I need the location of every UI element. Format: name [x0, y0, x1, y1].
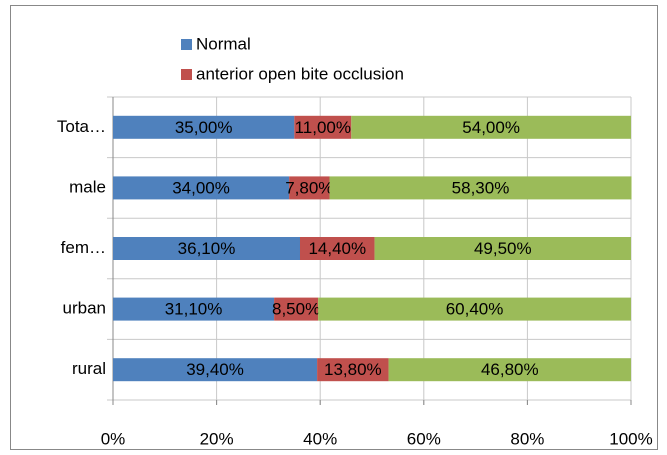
data-label: 36,10% — [178, 239, 236, 258]
data-label: 8,50% — [272, 300, 320, 319]
legend-label: anterior open bite occlusion — [196, 64, 404, 83]
legend-swatch — [181, 39, 192, 50]
data-label: 31,10% — [165, 300, 223, 319]
x-tick-label: 80% — [510, 429, 544, 448]
data-label: 11,00% — [295, 118, 351, 137]
bar-segment — [113, 358, 318, 382]
bar-segment — [317, 358, 389, 382]
y-tick-label: Tota… — [57, 117, 106, 136]
data-label: 34,00% — [172, 178, 230, 197]
data-label: 54,00% — [462, 118, 520, 137]
legend-swatch — [181, 69, 192, 80]
data-label: 13,80% — [324, 360, 382, 379]
data-label: 39,40% — [186, 360, 244, 379]
legend-label: Normal — [196, 34, 251, 53]
y-tick-label: urban — [63, 299, 106, 318]
bar-segment — [374, 237, 631, 260]
bar-segment — [351, 115, 631, 139]
data-label: 49,50% — [474, 239, 532, 258]
bar-segment — [113, 115, 295, 139]
bar-segment — [113, 176, 290, 200]
data-label: 58,30% — [452, 178, 510, 197]
x-tick-label: 100% — [609, 429, 652, 448]
bar-segment — [113, 297, 275, 321]
data-label: 35,00% — [175, 118, 233, 137]
bar-segment — [274, 297, 319, 321]
x-tick-label: 20% — [200, 429, 234, 448]
data-label: 60,40% — [446, 300, 504, 319]
bar-segment — [289, 176, 330, 200]
bar-segment — [113, 237, 300, 260]
y-tick-label: fem… — [61, 238, 106, 257]
data-label: 7,80% — [285, 178, 333, 197]
x-tick-label: 0% — [101, 429, 126, 448]
x-tick-label: 40% — [303, 429, 337, 448]
bar-segment — [388, 358, 631, 382]
data-label: 46,80% — [481, 360, 539, 379]
bar-segment — [329, 176, 632, 200]
bar-segment — [294, 115, 352, 139]
x-tick-label: 60% — [407, 429, 441, 448]
data-label: 14,40% — [308, 239, 366, 258]
y-tick-label: male — [69, 177, 106, 196]
y-tick-label: rural — [72, 359, 106, 378]
bar-segment — [299, 237, 375, 260]
bar-segment — [318, 297, 631, 321]
